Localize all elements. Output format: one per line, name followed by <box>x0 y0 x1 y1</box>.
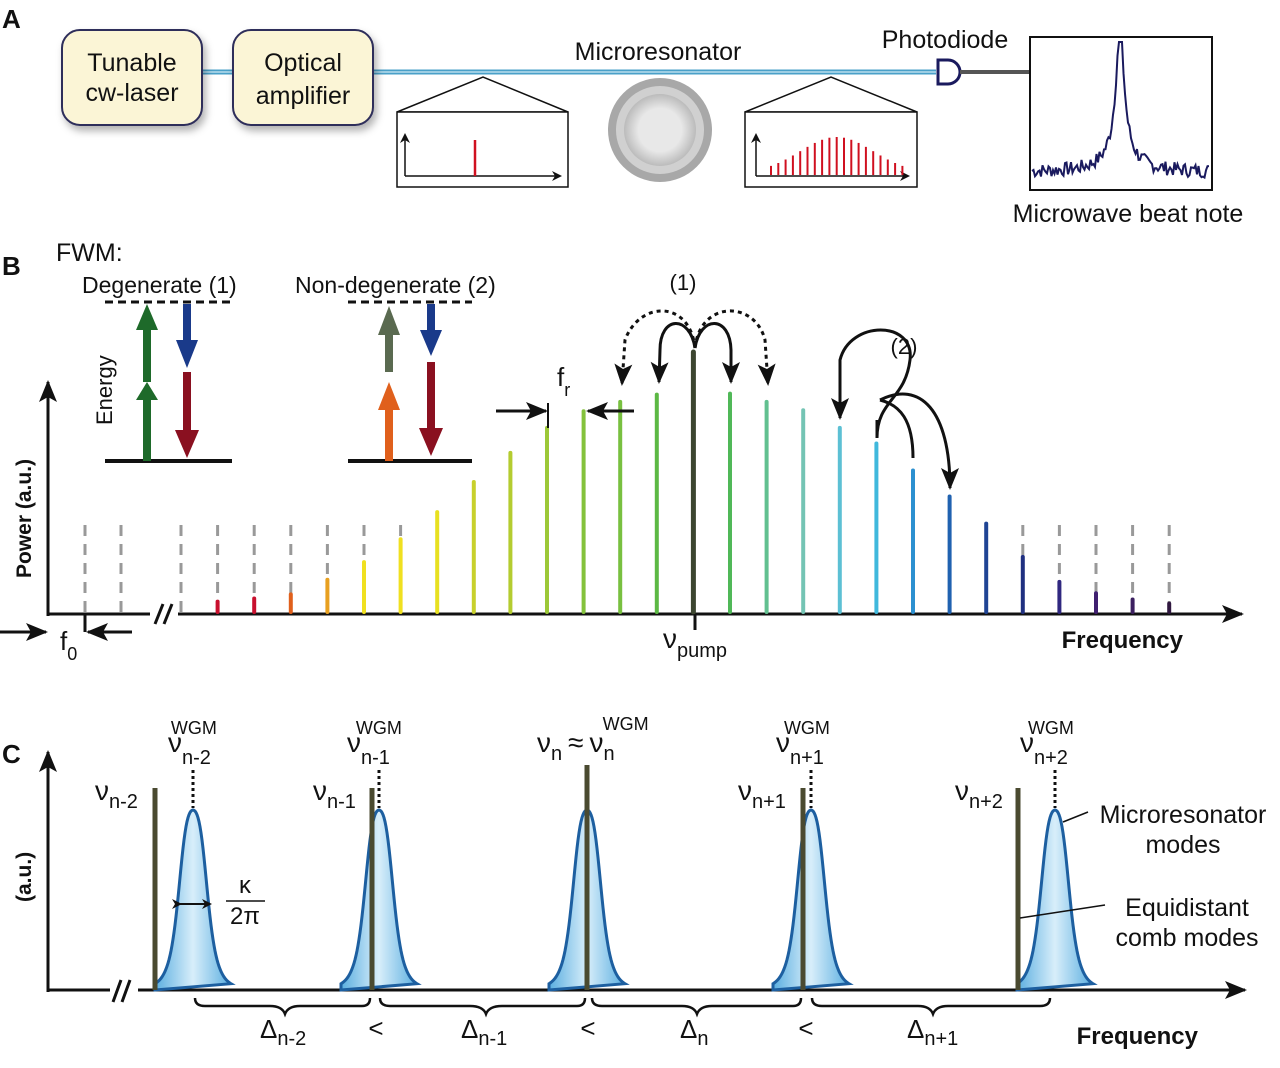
combined-label-n: νn ≈ νnWGM <box>537 714 649 765</box>
non-degenerate-diagram <box>348 300 472 463</box>
laser-label-2: cw-laser <box>85 79 178 107</box>
amplifier-label-2: amplifier <box>256 82 350 110</box>
comb-lines <box>83 349 1172 615</box>
beat-note-label: Microwave beat note <box>1013 200 1244 228</box>
degenerate-label: Degenerate (1) <box>82 272 237 298</box>
comb-modes-label-2: comb modes <box>1115 924 1258 952</box>
f0-label: f0 <box>60 626 77 664</box>
microresonator-mode <box>1015 808 1098 992</box>
amplifier-box: Optical amplifier <box>232 29 374 126</box>
comb-label-n+2: νn+2 <box>955 775 1003 813</box>
less-than-2: < <box>580 1013 595 1043</box>
panel-c: C (a.u.) Frequency νn-2 νn-2WGM νn-1 νn-… <box>2 714 1266 1050</box>
process-1-label: (1) <box>670 270 697 295</box>
beat-note-trace <box>1031 41 1210 180</box>
c-axis-break-icon <box>110 977 138 1003</box>
microresonator-mode <box>153 808 236 992</box>
delta-n+1: Δn+1 <box>907 1014 958 1050</box>
less-than-1: < <box>368 1013 383 1043</box>
degenerate-diagram <box>105 300 232 463</box>
spacing-braces <box>193 997 1052 1018</box>
comb-label-n-2: νn-2 <box>95 775 138 813</box>
delta-n-2: Δn-2 <box>260 1014 306 1050</box>
microresonator-label: Microresonator <box>575 38 742 66</box>
frequency-axis-label: Frequency <box>1062 627 1184 654</box>
wgm-label-n+1: νn+1WGM <box>776 718 830 769</box>
laser-label-1: Tunable <box>87 49 176 77</box>
wgm-label-n-1: νn-1WGM <box>347 718 402 769</box>
non-degenerate-fwm-arrows <box>831 328 959 490</box>
panel-a-letter: A <box>2 4 21 34</box>
wgm-label-n+2: νn+2WGM <box>1020 718 1074 769</box>
resonator-modes <box>152 765 1098 992</box>
output-spectrum-inset <box>744 76 918 188</box>
c-frequency-axis-label: Frequency <box>1077 1023 1199 1050</box>
power-axis-label: Power (a.u.) <box>13 459 36 578</box>
fr-label: fr <box>557 362 570 400</box>
energy-label: Energy <box>92 355 117 425</box>
panel-a: A Tunable cw-laser Optical amplifier Mic… <box>2 4 1243 228</box>
degenerate-fwm-arrows <box>614 309 776 386</box>
comb-label-n-1: νn-1 <box>313 775 356 813</box>
beat-note-plot <box>1029 36 1213 191</box>
comb-label-n+1: νn+1 <box>738 775 786 813</box>
wgm-label-n-2: νn-2WGM <box>168 718 217 769</box>
microresonator-mode <box>771 808 854 992</box>
microresonator-modes-label-2: modes <box>1145 831 1220 859</box>
axis-break-icon <box>150 600 178 625</box>
c-power-axis-label: (a.u.) <box>13 852 36 902</box>
microresonator-modes-label-1: Microresonator <box>1100 801 1267 829</box>
microresonator-mode <box>339 808 422 992</box>
panel-b: B FWM: Degenerate (1) Non-degenerate (2)… <box>0 239 1244 664</box>
non-degenerate-label: Non-degenerate (2) <box>295 272 496 298</box>
kappa-label: κ <box>239 872 252 899</box>
delta-n-1: Δn-1 <box>461 1014 507 1050</box>
pump-label: νpump <box>663 623 727 662</box>
photodiode-label: Photodiode <box>882 26 1009 54</box>
output-comb-lines <box>770 137 904 175</box>
panel-b-letter: B <box>2 251 21 281</box>
comb-modes-label-1: Equidistant <box>1125 894 1249 922</box>
input-spectrum-inset <box>396 76 569 188</box>
delta-n: Δn <box>680 1014 709 1050</box>
laser-box: Tunable cw-laser <box>61 29 203 126</box>
photodiode-icon <box>936 58 1030 86</box>
panel-c-letter: C <box>2 739 21 769</box>
fwm-label: FWM: <box>56 239 123 267</box>
two-pi-label: 2π <box>230 903 260 930</box>
amplifier-label-1: Optical <box>264 49 342 77</box>
microresonator-ring <box>608 78 712 182</box>
less-than-3: < <box>798 1013 813 1043</box>
